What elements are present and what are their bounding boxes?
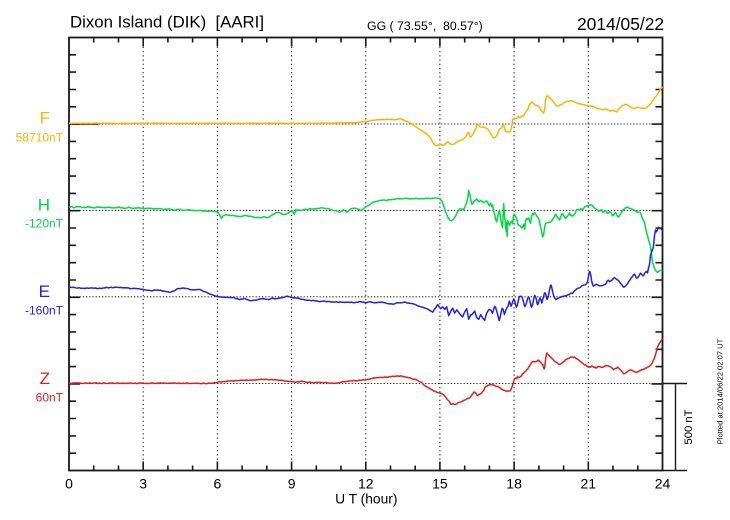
svg-text:21: 21 <box>581 475 597 491</box>
svg-text:Plotted at 2014/06/22 02:07 UT: Plotted at 2014/06/22 02:07 UT <box>715 338 724 444</box>
svg-text:500 nT: 500 nT <box>683 409 695 444</box>
svg-text:24: 24 <box>655 475 671 491</box>
svg-text:U T (hour): U T (hour) <box>335 492 397 507</box>
svg-text:GG ( 73.55°, 80.57°): GG ( 73.55°, 80.57°) <box>367 19 483 33</box>
svg-text:18: 18 <box>506 475 522 491</box>
svg-text:Dixon Island (DIK) [AARI]: Dixon Island (DIK) [AARI] <box>70 13 264 32</box>
svg-text:6: 6 <box>214 475 222 491</box>
svg-text:3: 3 <box>139 475 147 491</box>
svg-text:E: E <box>39 282 50 301</box>
svg-text:-120nT: -120nT <box>25 216 64 230</box>
svg-text:58710nT: 58710nT <box>16 131 64 145</box>
svg-text:-160nT: -160nT <box>25 304 64 318</box>
svg-text:Z: Z <box>40 369 50 388</box>
svg-text:F: F <box>40 109 50 128</box>
svg-text:9: 9 <box>288 475 296 491</box>
svg-text:12: 12 <box>358 475 374 491</box>
svg-text:H: H <box>38 196 50 215</box>
svg-text:2014/05/22: 2014/05/22 <box>577 14 664 34</box>
svg-text:0: 0 <box>65 475 73 491</box>
svg-text:60nT: 60nT <box>36 391 64 405</box>
svg-text:15: 15 <box>432 475 448 491</box>
